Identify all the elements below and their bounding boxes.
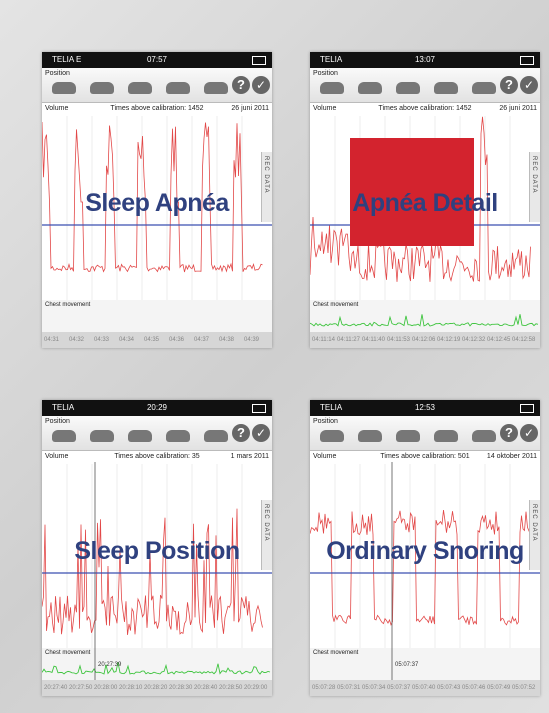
volume-trace [310, 510, 531, 625]
phone-screen: TELIA E07:57Position?✓VolumeTimes above … [42, 52, 272, 348]
time-label: 04:11:53 [387, 337, 410, 343]
time-label: 04:33 [94, 337, 109, 343]
time-label: 04:35 [144, 337, 159, 343]
time-label: 05:07:34 [362, 685, 385, 691]
time-label: 05:07:46 [462, 685, 485, 691]
time-label: 05:07:40 [412, 685, 435, 691]
time-label: 20:27:50 [69, 685, 92, 691]
time-label: 20:27:40 [44, 685, 67, 691]
time-label: 20:28:20 [144, 685, 167, 691]
time-label: 04:39 [244, 337, 259, 343]
time-label: 20:28:10 [119, 685, 142, 691]
time-label: 04:37 [194, 337, 209, 343]
cursor-label: 05:07:37 [395, 662, 418, 668]
time-label: 04:12:58 [512, 337, 535, 343]
chest-label: Chest movement [313, 650, 358, 656]
time-label: 04:12:32 [462, 337, 485, 343]
chest-label: Chest movement [45, 302, 90, 308]
time-label: 05:07:52 [512, 685, 535, 691]
time-label: 04:11:27 [337, 337, 360, 343]
time-label: 04:12:45 [487, 337, 510, 343]
rec-label: REC DATA [263, 504, 269, 541]
rec-label: REC DATA [531, 504, 537, 541]
time-label: 04:12:19 [437, 337, 460, 343]
overlay-title: Sleep Apnéa [42, 189, 272, 218]
time-label: 05:07:49 [487, 685, 510, 691]
time-label: 05:07:43 [437, 685, 460, 691]
time-label: 20:29:00 [244, 685, 267, 691]
chest-label: Chest movement [45, 650, 90, 656]
time-label: 04:11:40 [362, 337, 385, 343]
rec-label: REC DATA [263, 156, 269, 193]
collage: TELIA E07:57Position?✓VolumeTimes above … [0, 0, 549, 713]
overlay-title: Sleep Position [42, 537, 272, 566]
time-label: 05:07:31 [337, 685, 360, 691]
rec-label: REC DATA [531, 156, 537, 193]
time-label: 05:07:37 [387, 685, 410, 691]
overlay-title: Ordinary Snoring [310, 537, 540, 566]
time-label: 20:28:00 [94, 685, 117, 691]
time-label: 20:28:30 [169, 685, 192, 691]
chest-label: Chest movement [313, 302, 358, 308]
time-label: 05:07:28 [312, 685, 335, 691]
volume-trace [42, 509, 263, 635]
time-label: 04:32 [69, 337, 84, 343]
time-label: 04:36 [169, 337, 184, 343]
time-label: 20:28:40 [194, 685, 217, 691]
overlay-title: Apnéa Detail [310, 189, 540, 218]
time-label: 04:34 [119, 337, 134, 343]
time-label: 20:28:50 [219, 685, 242, 691]
time-label: 04:38 [219, 337, 234, 343]
time-label: 04:12:06 [412, 337, 435, 343]
cursor-label: 20:27:39 [98, 662, 121, 668]
time-label: 04:31 [44, 337, 59, 343]
time-label: 04:11:14 [312, 337, 335, 343]
